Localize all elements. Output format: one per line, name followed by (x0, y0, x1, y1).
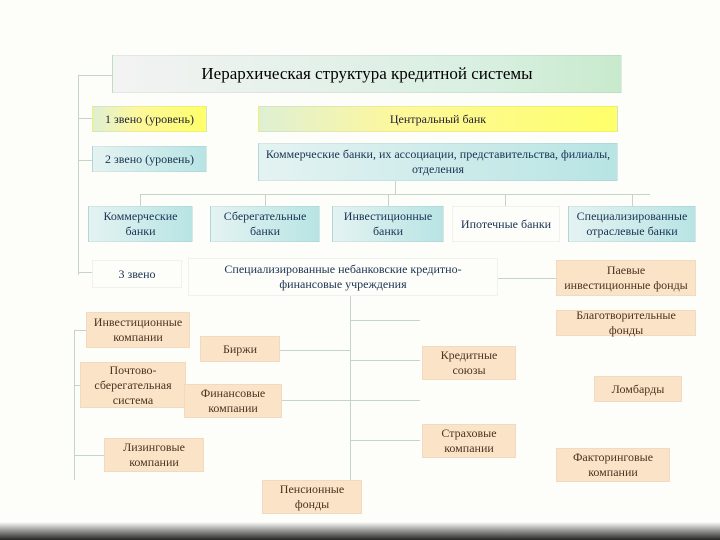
nbfi-insurance: Страховые компании (422, 424, 516, 458)
connector (78, 160, 92, 161)
connector (350, 296, 351, 496)
diagram-title: Иерархическая структура кредитной систем… (112, 55, 622, 93)
connector (350, 400, 420, 401)
diagram-canvas: Иерархическая структура кредитной систем… (0, 0, 720, 540)
connector (140, 194, 650, 195)
connector (350, 360, 420, 361)
connector (350, 440, 420, 441)
connector (78, 75, 112, 76)
connector (388, 194, 389, 206)
commercial-hub: Коммерческие банки, их ассоциации, предс… (258, 143, 618, 181)
nbfi-hub: Специализированные небанковские кредитно… (188, 258, 498, 296)
connector (78, 75, 79, 275)
connector (74, 330, 75, 480)
nbfi-mutual-funds: Паевые инвестиционные фонды (556, 260, 696, 296)
nbfi-factoring: Факторинговые компании (556, 448, 670, 482)
nbfi-pawnshops: Ломбарды (594, 376, 682, 402)
tier2-label: 2 звено (уровень) (92, 146, 207, 172)
nbfi-pension: Пенсионные фонды (262, 480, 362, 514)
nbfi-postal: Почтово-сберегательная система (80, 362, 186, 408)
bottom-shadow (0, 522, 720, 540)
connector (505, 194, 506, 206)
connector (350, 320, 420, 321)
connector (270, 400, 350, 401)
connector (395, 180, 396, 194)
connector (632, 194, 633, 206)
bank-commercial: Коммерческие банки (88, 206, 193, 242)
connector (78, 118, 92, 119)
connector (140, 194, 141, 206)
connector (265, 194, 266, 206)
bank-investment: Инвестиционные банки (332, 206, 444, 242)
nbfi-leasing: Лизинговые компании (104, 438, 204, 472)
connector (74, 455, 104, 456)
connector (270, 350, 350, 351)
bank-specialized: Специализированные отраслевые банки (568, 206, 696, 242)
nbfi-credit-unions: Кредитные союзы (422, 346, 516, 380)
central-bank: Центральный банк (258, 106, 618, 132)
nbfi-investment-co: Инвестиционные компании (86, 312, 190, 348)
nbfi-finance: Финансовые компании (184, 384, 282, 418)
bank-savings: Сберегательные банки (210, 206, 320, 242)
nbfi-charity: Благотворительные фонды (556, 310, 696, 336)
tier1-label: 1 звено (уровень) (92, 106, 207, 132)
connector (78, 272, 92, 273)
tier3-label: 3 звено (92, 260, 182, 288)
bank-mortgage: Ипотечные банки (452, 206, 560, 242)
nbfi-exchanges: Биржи (200, 336, 280, 362)
connector (498, 278, 558, 279)
